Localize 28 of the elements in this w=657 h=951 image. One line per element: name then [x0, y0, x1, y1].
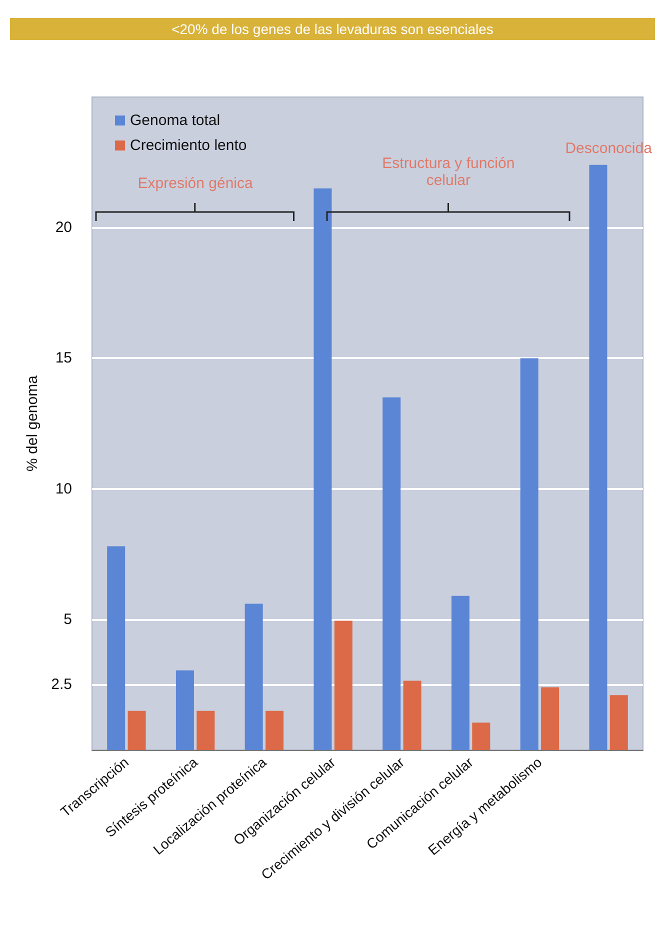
legend-label: Crecimiento lento: [130, 137, 247, 154]
bar: [314, 188, 332, 750]
bar: [176, 670, 194, 750]
chart-title: <20% de los genes de las levaduras son esenciales: [10, 18, 655, 40]
bar: [244, 604, 263, 750]
bar: [403, 680, 422, 750]
bar: [451, 596, 470, 750]
y-tick-label: 15: [55, 350, 72, 367]
bar: [334, 620, 352, 750]
y-tick-label: 20: [55, 219, 72, 236]
bar: [107, 546, 126, 750]
annotation: Estructura y función celular: [381, 155, 516, 189]
y-tick-label: 10: [55, 480, 72, 498]
legend-label: Genoma total: [130, 112, 220, 129]
bar: [610, 695, 628, 750]
bar: [128, 710, 146, 750]
y-tick-label: 5: [64, 610, 72, 628]
bar: [541, 687, 560, 750]
y-axis-title: % del genoma: [24, 374, 41, 472]
y-tick-label: 2.5: [51, 676, 72, 694]
bar: [266, 710, 284, 750]
annotation: Expresión génica: [136, 175, 254, 192]
annotation: Desconocida: [564, 140, 653, 157]
bar: [382, 397, 401, 750]
bar: [520, 358, 538, 750]
bar: [196, 710, 215, 750]
bar: [472, 722, 490, 750]
bar: [589, 164, 608, 750]
